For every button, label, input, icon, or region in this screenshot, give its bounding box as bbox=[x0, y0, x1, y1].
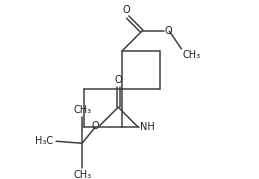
Text: H₃C: H₃C bbox=[35, 136, 53, 146]
Text: O: O bbox=[91, 121, 99, 131]
Text: O: O bbox=[123, 4, 131, 14]
Text: O: O bbox=[164, 26, 172, 36]
Text: O: O bbox=[114, 75, 122, 85]
Text: CH₃: CH₃ bbox=[183, 50, 201, 60]
Text: CH₃: CH₃ bbox=[73, 105, 91, 115]
Text: NH: NH bbox=[140, 122, 155, 132]
Text: CH₃: CH₃ bbox=[73, 170, 91, 179]
